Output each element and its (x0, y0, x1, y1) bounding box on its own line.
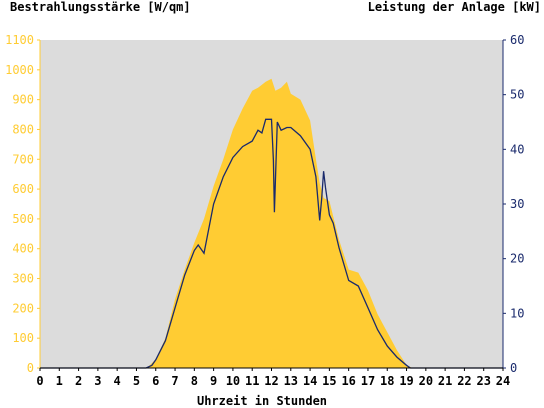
right-axis-title: Leistung der Anlage [kW] (368, 0, 541, 14)
right-axis-tick-label: 40 (510, 142, 524, 156)
x-axis-tick-label: 16 (341, 374, 355, 388)
power-line-series (40, 118, 503, 369)
left-axis-tick-label: 1100 (5, 33, 34, 47)
irradiance-area-series (40, 78, 503, 369)
plot-area: 0100200300400500600700800900100011000102… (5, 33, 524, 388)
x-axis-tick-label: 3 (94, 374, 101, 388)
x-axis-tick-label: 13 (284, 374, 298, 388)
x-axis-tick-label: 19 (399, 374, 413, 388)
left-axis-tick-label: 300 (12, 272, 34, 286)
x-axis-tick-label: 1 (56, 374, 63, 388)
right-axis-tick-label: 60 (510, 33, 524, 47)
left-axis-tick-label: 0 (27, 361, 34, 375)
x-axis-tick-label: 2 (75, 374, 82, 388)
left-axis-tick-label: 200 (12, 301, 34, 315)
left-axis-tick-label: 1000 (5, 63, 34, 77)
x-axis-tick-label: 18 (380, 374, 394, 388)
left-axis-title: Bestrahlungsstärke [W/qm] (10, 0, 191, 14)
left-axis-tick-label: 100 (12, 331, 34, 345)
x-axis-tick-label: 23 (476, 374, 490, 388)
x-axis-tick-label: 7 (171, 374, 178, 388)
x-axis-title: Uhrzeit in Stunden (197, 394, 327, 408)
x-axis-tick-label: 9 (210, 374, 217, 388)
x-axis-tick-label: 21 (438, 374, 452, 388)
x-axis-tick-label: 20 (419, 374, 433, 388)
x-axis-tick-label: 22 (457, 374, 471, 388)
right-axis-tick-label: 20 (510, 252, 524, 266)
left-axis-tick-label: 700 (12, 152, 34, 166)
x-axis-tick-label: 5 (133, 374, 140, 388)
x-axis-tick-label: 10 (226, 374, 240, 388)
x-axis-tick-label: 6 (152, 374, 159, 388)
x-axis-tick-label: 11 (245, 374, 259, 388)
x-axis-tick-label: 14 (303, 374, 317, 388)
right-axis-tick-label: 30 (510, 197, 524, 211)
x-axis-tick-label: 4 (114, 374, 121, 388)
left-axis-tick-label: 900 (12, 93, 34, 107)
right-axis-tick-label: 0 (510, 361, 517, 375)
left-axis-tick-label: 600 (12, 182, 34, 196)
left-axis-tick-label: 500 (12, 212, 34, 226)
x-axis-tick-label: 12 (264, 374, 278, 388)
x-axis-tick-label: 0 (36, 374, 43, 388)
right-axis-tick-label: 10 (510, 306, 524, 320)
left-axis-tick-label: 800 (12, 122, 34, 136)
x-axis-tick-label: 8 (191, 374, 198, 388)
x-axis-tick-label: 15 (322, 374, 336, 388)
left-axis-tick-label: 400 (12, 242, 34, 256)
right-axis-tick-label: 50 (510, 88, 524, 102)
x-axis-tick-label: 24 (496, 374, 510, 388)
x-axis-tick-label: 17 (361, 374, 375, 388)
